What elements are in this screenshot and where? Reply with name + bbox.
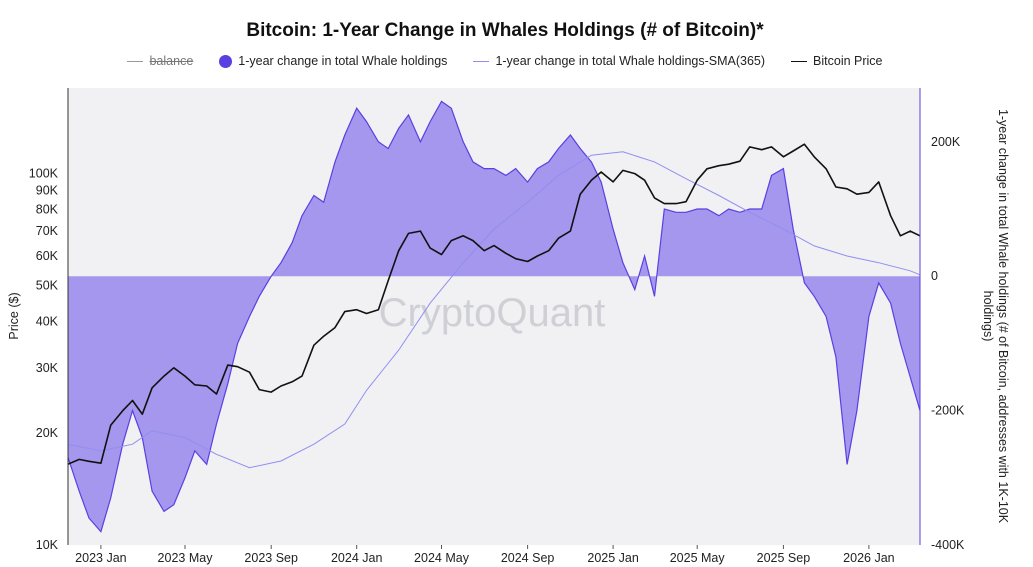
legend-item-whale-change[interactable]: 1-year change in total Whale holdings <box>219 54 447 68</box>
right-axis-title-line: holdings) <box>981 291 995 342</box>
left-tick-label: 30K <box>36 361 59 375</box>
legend-balance-label: balance <box>149 54 194 68</box>
watermark-text: CryptoQuant <box>379 291 606 335</box>
legend-item-sma[interactable]: 1-year change in total Whale holdings-SM… <box>473 54 765 68</box>
right-tick-label: -400K <box>931 538 965 552</box>
price-line <box>67 143 921 465</box>
legend-price-label: Bitcoin Price <box>813 54 883 68</box>
left-tick-label: 60K <box>36 249 59 263</box>
left-tick-label: 20K <box>36 426 59 440</box>
legend-sma-label: 1-year change in total Whale holdings-SM… <box>495 54 766 68</box>
sma-line <box>67 151 921 469</box>
left-tick-label: 70K <box>36 224 59 238</box>
right-axis-title-text: 1-year change in total Whale holdings (#… <box>981 109 1010 524</box>
legend-price-line-icon <box>791 60 808 62</box>
left-tick-label: 90K <box>36 184 59 198</box>
left-tick-label: 100K <box>29 167 59 181</box>
x-axis-ticks: 2023 Jan 2023 May 2023 Sep 2024 Jan 2024 May… <box>75 545 895 565</box>
x-tick-label: 2024 May <box>414 551 470 565</box>
right-axis-title: 1-year change in total Whale holdings (#… <box>981 109 1010 524</box>
left-tick-label: 50K <box>36 278 59 292</box>
left-axis-title: Price ($) <box>7 292 21 339</box>
x-tick-label: 2023 Jan <box>75 551 126 565</box>
right-axis-title-line: 1-year change in total Whale holdings (#… <box>996 109 1010 524</box>
x-tick-label: 2024 Jan <box>331 551 382 565</box>
whale-change-area <box>68 101 920 532</box>
chart-legend: balance 1-year change in total Whale hol… <box>0 54 1010 68</box>
left-tick-label: 10K <box>36 538 59 552</box>
left-tick-label: 40K <box>36 314 59 328</box>
sma-line-group <box>67 151 921 469</box>
chart-title: Bitcoin: 1-Year Change in Whales Holding… <box>246 20 764 41</box>
x-tick-label: 2024 Sep <box>501 551 555 565</box>
left-tick-label: 80K <box>36 203 59 217</box>
legend-whale-change-dot-icon <box>219 54 233 68</box>
right-tick-label: 0 <box>931 269 938 283</box>
right-tick-label: 200K <box>931 135 961 149</box>
left-axis-ticks: 10K 20K 30K 40K 50K 60K 70K 80K 90K 100K <box>29 167 59 552</box>
x-tick-label: 2026 Jan <box>843 551 894 565</box>
x-tick-label: 2025 Jan <box>587 551 638 565</box>
x-tick-label: 2025 Sep <box>757 551 811 565</box>
x-tick-label: 2025 May <box>670 551 726 565</box>
right-tick-label: -200K <box>931 404 965 418</box>
right-axis-ticks: 200K 0 -200K -400K <box>931 135 965 552</box>
x-tick-label: 2023 Sep <box>244 551 298 565</box>
legend-item-balance[interactable]: balance <box>127 54 193 68</box>
price-line-group <box>67 143 921 465</box>
x-tick-label: 2023 May <box>158 551 214 565</box>
legend-sma-line-icon <box>473 60 490 62</box>
legend-balance-line-icon <box>127 60 144 62</box>
legend-whale-change-label: 1-year change in total Whale holdings <box>238 54 448 68</box>
legend-item-price[interactable]: Bitcoin Price <box>791 54 883 68</box>
